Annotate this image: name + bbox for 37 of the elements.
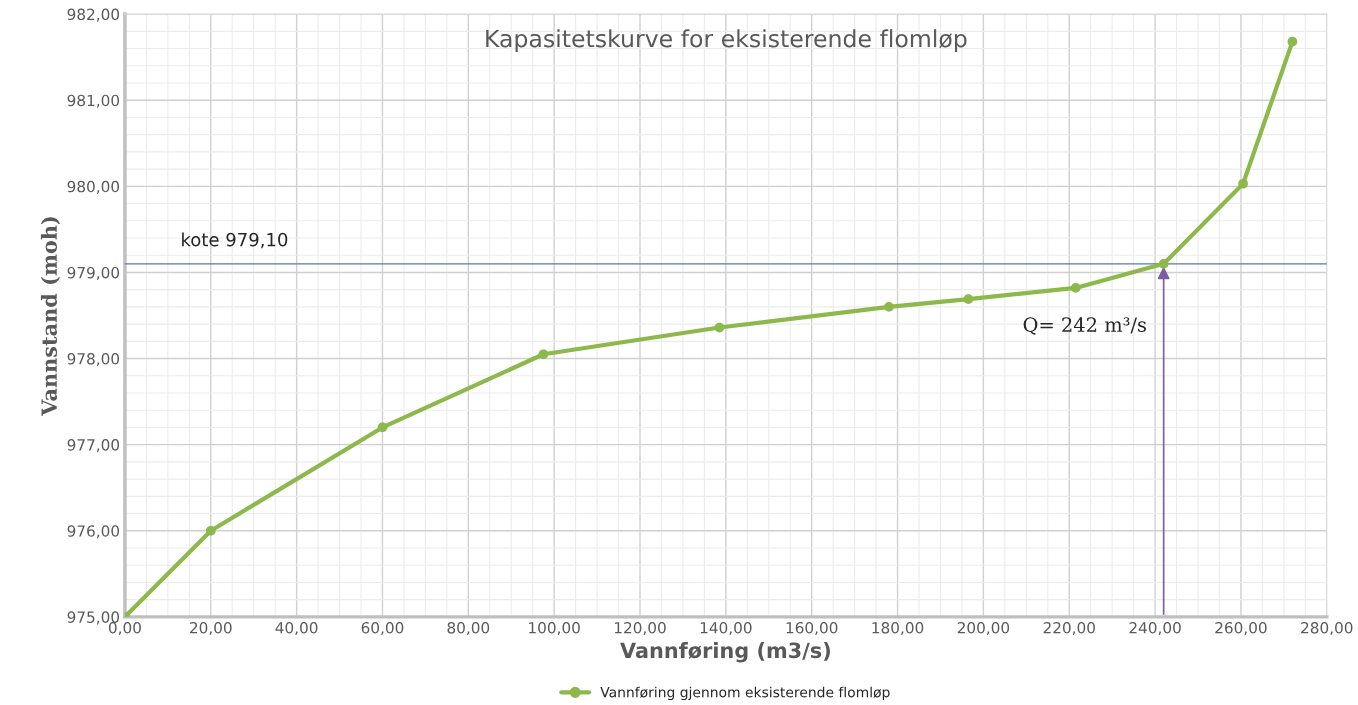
ref-line-label: kote 979,10 <box>182 232 288 249</box>
y-tick-label: 977,00 <box>67 439 120 453</box>
point <box>1287 36 1298 47</box>
y-tick-label: 978,00 <box>67 353 120 367</box>
y-axis-title: Vannstand (moh) <box>40 217 60 416</box>
y-tick-label: 980,00 <box>67 180 120 194</box>
x-tick-label: 20,00 <box>190 622 232 636</box>
y-tick-label: 976,00 <box>67 525 120 539</box>
x-tick-label: 260,00 <box>1215 622 1267 636</box>
point <box>1238 178 1248 189</box>
x-tick-label: 240,00 <box>1129 622 1181 636</box>
x-tick-label: 200,00 <box>957 622 1010 636</box>
x-tick-label: 120,00 <box>614 622 666 636</box>
x-tick-label: 40,00 <box>275 622 318 636</box>
point <box>377 422 388 433</box>
x-tick-label: 220,00 <box>1043 622 1095 636</box>
point <box>205 525 216 536</box>
x-tick-label: 60,00 <box>361 622 404 636</box>
point <box>884 302 894 312</box>
x-tick-label: 280,00 <box>1301 622 1353 636</box>
text: Kapasitetskurve for eksisterende flomløp <box>486 29 967 53</box>
y-tick-label: 981,00 <box>67 94 120 108</box>
y-tick-label: 982,00 <box>67 8 120 22</box>
x-tick-label: 80,00 <box>447 622 490 636</box>
point <box>714 322 725 333</box>
y-tick-label: 979,00 <box>67 266 120 281</box>
x-tick-label: 180,00 <box>872 622 924 636</box>
point <box>1158 258 1169 269</box>
point <box>538 349 549 360</box>
x-tick-label: 160,00 <box>786 622 838 636</box>
legend-label: Vannføring gjennom eksisterende flomløp <box>600 686 890 701</box>
x-tick-label: 140,00 <box>700 622 752 636</box>
annotation: Q= 242 m³/s <box>1023 317 1146 335</box>
x-tick-label: 100,00 <box>529 622 580 636</box>
point <box>963 294 974 304</box>
x-axis-title: Vannføring (m3/s) <box>620 642 830 663</box>
point <box>1070 283 1081 293</box>
